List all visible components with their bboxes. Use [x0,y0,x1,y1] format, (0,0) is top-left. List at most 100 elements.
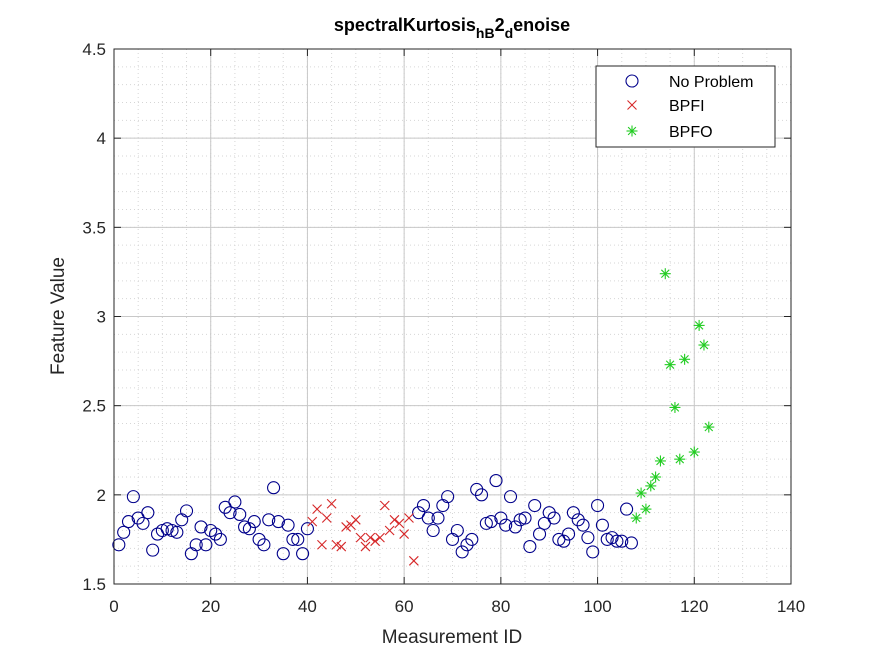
data-point-no-problem [267,481,281,495]
y-tick-label: 3 [97,308,106,327]
data-point-bpfi [408,555,419,566]
data-point-bpfi-stroke [307,516,318,527]
data-point-no-problem [112,538,126,552]
data-point-no-problem [557,534,571,548]
legend-marker-bpfi [627,100,637,110]
data-point-no-problem [291,532,305,546]
data-point-no-problem [615,534,629,548]
y-tick-label: 2 [97,486,106,505]
data-point-bpfi [394,518,405,529]
data-point-no-problem [146,543,160,557]
data-point-bpfo [664,359,676,371]
data-point-bpfo-stroke [689,447,699,457]
series-bpfi [307,498,419,566]
data-point-bpfi-stroke [355,532,366,543]
legend-marker-bpfi-stroke [627,100,637,110]
data-point-no-problem [562,527,576,541]
legend-markers [625,74,639,137]
data-point-no-problem [441,490,455,504]
legend: No Problem BPFI BPFO [595,65,776,148]
data-point-no-problem [532,527,547,541]
x-tick-label: 40 [298,597,317,616]
data-point-no-problem [416,498,431,513]
data-point-bpfi [370,536,381,547]
data-point-bpfo-stroke [636,488,646,498]
legend-label-bpfi: BPFI [669,98,705,115]
data-point-bpfo [688,446,700,458]
data-point-no-problem [450,523,464,538]
data-point-no-problem [605,531,619,545]
data-point-bpfi-stroke [321,513,332,523]
data-point-bpfi-stroke [379,500,390,511]
data-point-bpfi-stroke [384,525,395,536]
data-point-bpfo [679,353,691,365]
axis-ticks [113,48,792,585]
legend-marker-bpfo [626,125,638,137]
data-point-bpfo-stroke [694,321,704,330]
data-point-bpfi-stroke [360,541,371,552]
data-point-no-problem [199,538,213,552]
x-tick-label: 120 [680,597,708,616]
data-point-no-problem [262,513,276,527]
data-point-no-problem [286,532,300,546]
data-point-no-problem [276,547,290,561]
data-point-bpfi [312,504,322,514]
data-point-bpfo [645,480,657,492]
data-point-bpfi [317,539,327,550]
data-point-bpfo [650,471,662,483]
data-point-no-problem [126,490,140,504]
x-tick-label: 140 [777,597,805,616]
data-point-no-problem [179,504,194,518]
data-point-no-problem [136,516,150,530]
x-tick-label: 60 [395,597,414,616]
data-point-no-problem [503,490,518,504]
data-point-no-problem [499,518,513,532]
x-tick-label: 80 [491,597,510,616]
legend-marker-no-problem [625,74,639,88]
data-point-no-problem [189,538,203,552]
data-point-bpfi [379,500,390,511]
data-point-bpfi [307,516,318,527]
data-point-bpfi-stroke [350,514,361,525]
legend-label-no-problem: No Problem [669,74,753,91]
data-point-no-problem [591,498,605,513]
data-point-bpfo [669,401,681,413]
data-point-no-problem [465,532,479,546]
data-point-no-problem [566,506,580,520]
data-point-bpfi-stroke [370,536,381,547]
data-point-no-problem [242,522,256,536]
data-point-no-problem [595,518,609,532]
data-point-bpfo-stroke [641,504,651,514]
tick-labels: 0 20 40 60 80 100 120 140 1.5 2 2.5 3 3.5 4 4.5 [82,40,805,616]
data-point-no-problem [484,515,498,529]
data-point-bpfi-stroke [404,513,414,523]
data-point-no-problem [194,520,208,534]
data-point-no-problem [223,506,237,520]
data-point-no-problem [547,511,561,525]
data-point-no-problem [247,515,261,529]
data-point-bpfo [630,512,642,524]
series-bpfo [630,268,715,524]
y-tick-label: 4.5 [82,40,106,59]
data-point-bpfo-stroke [646,481,656,491]
data-point-no-problem [141,506,155,520]
data-point-bpfo [674,453,686,465]
legend-marker-bpfo-stroke [627,126,637,136]
data-point-bpfi-stroke [312,504,322,514]
data-point-no-problem [257,538,271,552]
data-point-bpfi [321,513,332,523]
data-point-no-problem [213,532,227,546]
x-tick-label: 100 [583,597,611,616]
data-point-no-problem [581,531,595,545]
data-point-no-problem [117,525,131,539]
chart-title: spectralKurtosishB2denoise [334,15,570,41]
data-point-bpfi [389,514,400,525]
data-point-bpfi [399,529,410,539]
data-point-bpfo-stroke [680,355,689,364]
data-point-bpfi-stroke [399,529,410,539]
data-point-bpfo [635,487,647,499]
data-point-no-problem [474,488,489,502]
data-point-bpfo-stroke [665,360,675,369]
